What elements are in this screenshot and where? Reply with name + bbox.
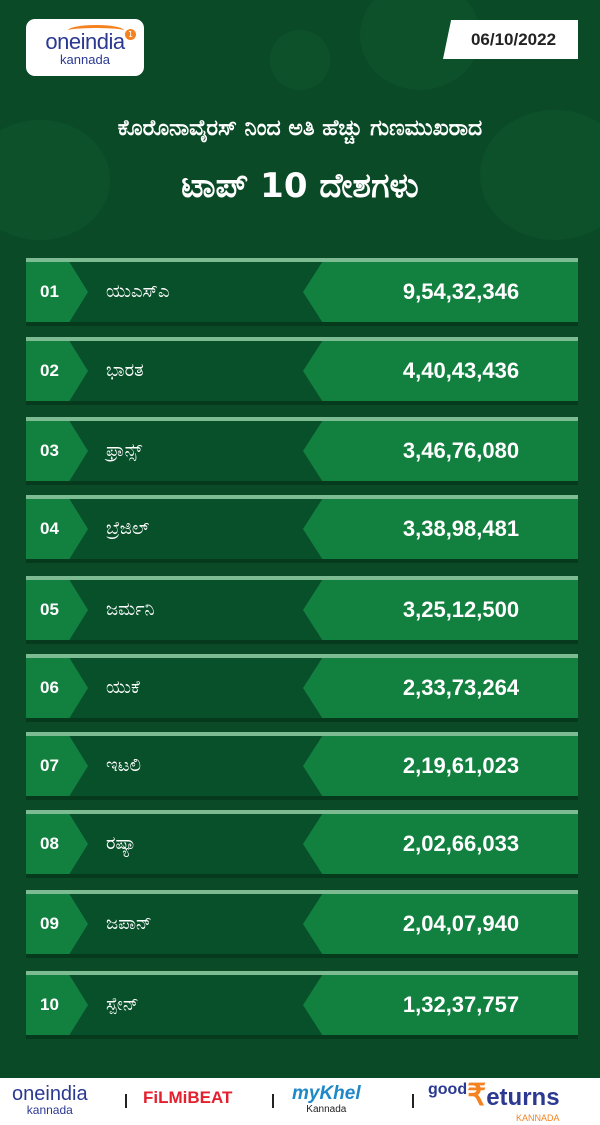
rank-number: 10 <box>40 995 59 1014</box>
footer-mykhel-logo[interactable]: myKhel Kannada <box>292 1084 361 1116</box>
row-shadow <box>26 954 578 958</box>
row-highlight <box>26 890 578 894</box>
country-name: ಯುಕೆ <box>106 677 140 698</box>
row-shadow <box>26 322 578 326</box>
ranking-row: 09 ಜಪಾನ್ 2,04,07,940 <box>26 890 578 958</box>
row-highlight <box>26 810 578 814</box>
row-shadow <box>26 401 578 405</box>
recovered-count: 9,54,32,346 <box>402 279 520 304</box>
rank-number: 05 <box>40 600 59 619</box>
virus-decoration <box>0 120 110 240</box>
page-subtitle: ಟಾಪ್ 10 ದೇಶಗಳು <box>181 166 419 206</box>
footer-filmibeat-logo[interactable]: FiLMiBEAT <box>143 1088 233 1107</box>
footer-goodreturns-good: good <box>428 1081 468 1098</box>
value-chevron <box>303 580 578 640</box>
row-highlight <box>26 417 578 421</box>
oneindia-kannada-logo[interactable]: 1 oneindia kannada <box>26 19 144 76</box>
value-chevron <box>303 736 578 796</box>
country-name: ಇಟಲಿ <box>106 755 141 776</box>
rupee-icon: ₹ <box>467 1079 487 1112</box>
footer-oneindia-logo[interactable]: oneindia kannada <box>12 1084 88 1117</box>
row-shadow <box>26 796 578 800</box>
recovered-count: 2,33,73,264 <box>402 675 520 700</box>
value-chevron <box>303 421 578 481</box>
rank-number: 09 <box>40 914 59 933</box>
footer-oneindia-sub: kannada <box>26 1103 73 1117</box>
rank-number: 04 <box>40 519 59 538</box>
recovered-count: 3,25,12,500 <box>402 597 520 622</box>
ranking-row: 01 ಯುಎಸ್ಎ 9,54,32,346 <box>26 258 578 326</box>
virus-decoration <box>270 30 330 90</box>
recovered-count: 3,38,98,481 <box>402 516 520 541</box>
row-highlight <box>26 337 578 341</box>
country-name: ಜರ್ಮನಿ <box>106 599 155 620</box>
footer-brands: oneindia kannada FiLMiBEAT myKhel Kannad… <box>0 1078 600 1125</box>
ranking-row: 02 ಭಾರತ 4,40,43,436 <box>26 337 578 405</box>
page-title: ಕೊರೊನಾವೈರಸ್ ನಿಂದ ಅತಿ ಹೆಚ್ಚು ಗುಣಮುಖರಾದ <box>117 116 483 141</box>
country-name: ರಷ್ಯಾ <box>106 833 137 854</box>
ranking-row: 08 ರಷ್ಯಾ 2,02,66,033 <box>26 810 578 878</box>
separator <box>412 1094 414 1108</box>
rank-number: 06 <box>40 678 59 697</box>
rank-number: 08 <box>40 834 59 853</box>
value-chevron <box>303 975 578 1035</box>
row-shadow <box>26 640 578 644</box>
ranking-row: 05 ಜರ್ಮನಿ 3,25,12,500 <box>26 576 578 644</box>
row-shadow <box>26 559 578 563</box>
rank-number: 07 <box>40 756 59 775</box>
ranking-row: 03 ಫ್ರಾನ್ಸ್ 3,46,76,080 <box>26 417 578 485</box>
virus-decoration <box>480 110 600 240</box>
value-chevron <box>303 262 578 322</box>
row-highlight <box>26 732 578 736</box>
row-highlight <box>26 654 578 658</box>
row-shadow <box>26 718 578 722</box>
country-name: ಫ್ರಾನ್ಸ್ <box>106 440 143 461</box>
value-chevron <box>303 814 578 874</box>
country-name: ಯುಎಸ್ಎ <box>106 281 170 302</box>
row-highlight <box>26 576 578 580</box>
ranking-row: 07 ಇಟಲಿ 2,19,61,023 <box>26 732 578 800</box>
country-name: ಸ್ಪೇನ್ <box>106 994 139 1015</box>
country-name: ಬ್ರೆಜಿಲ್ <box>106 518 150 539</box>
logo-text: oneindia <box>45 29 125 54</box>
ranking-row: 04 ಬ್ರೆಜಿಲ್ 3,38,98,481 <box>26 495 578 563</box>
ranking-row: 10 ಸ್ಪೇನ್ 1,32,37,757 <box>26 971 578 1039</box>
row-shadow <box>26 1035 578 1039</box>
footer-mykhel-text: myKhel <box>292 1083 361 1104</box>
footer-goodreturns-text: eturns <box>486 1084 560 1111</box>
country-name: ಭಾರತ <box>106 360 144 381</box>
logo-arc <box>68 25 124 36</box>
row-shadow <box>26 481 578 485</box>
value-chevron <box>303 658 578 718</box>
footer-oneindia-text: oneindia <box>12 1083 88 1105</box>
recovered-count: 1,32,37,757 <box>402 992 520 1017</box>
row-highlight <box>26 258 578 262</box>
logo-badge: 1 <box>125 29 136 40</box>
footer-goodreturns-sub: KANNADA <box>516 1113 560 1123</box>
value-chevron <box>303 341 578 401</box>
footer-goodreturns-logo[interactable]: good₹eturns KANNADA <box>428 1079 560 1124</box>
recovered-count: 4,40,43,436 <box>402 358 520 383</box>
footer-mykhel-sub: Kannada <box>306 1104 347 1115</box>
rank-number: 03 <box>40 441 59 460</box>
rank-number: 02 <box>40 361 59 380</box>
separator <box>125 1094 127 1108</box>
logo-subtext: kannada <box>60 52 110 67</box>
recovered-count: 2,19,61,023 <box>402 753 520 778</box>
row-highlight <box>26 971 578 975</box>
recovered-count: 2,04,07,940 <box>402 911 520 936</box>
rank-number: 01 <box>40 282 59 301</box>
country-name: ಜಪಾನ್ <box>106 913 152 934</box>
separator <box>272 1094 274 1108</box>
row-highlight <box>26 495 578 499</box>
value-chevron <box>303 499 578 559</box>
value-chevron <box>303 894 578 954</box>
recovered-count: 2,02,66,033 <box>402 831 520 856</box>
row-shadow <box>26 874 578 878</box>
ranking-row: 06 ಯುಕೆ 2,33,73,264 <box>26 654 578 722</box>
recovered-count: 3,46,76,080 <box>402 438 520 463</box>
date-badge: 06/10/2022 <box>443 20 578 59</box>
